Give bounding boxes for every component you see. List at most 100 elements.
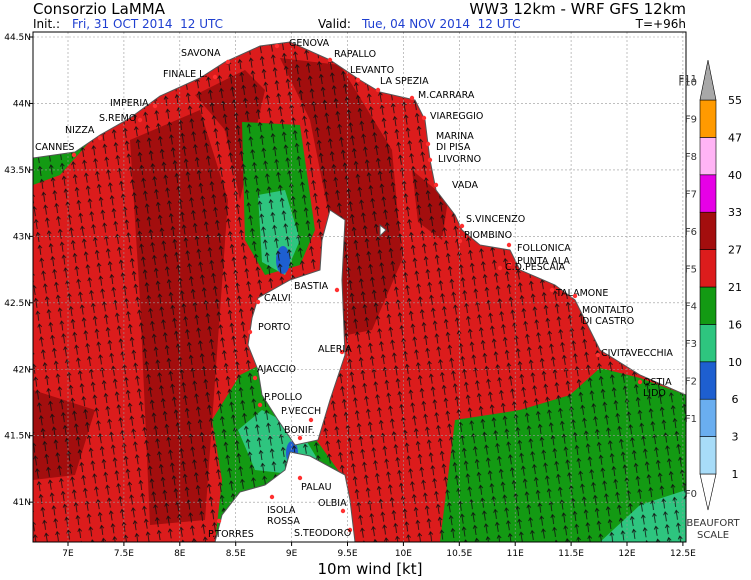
place-marker	[347, 527, 353, 533]
place-label: MARINA	[436, 131, 474, 142]
lon-tick-label: 10.5E	[446, 549, 472, 559]
place-label: ALERIA	[318, 344, 352, 355]
colorbar-level: 10	[728, 356, 742, 369]
title-left: Consorzio LaMMA	[33, 0, 166, 18]
lon-tick-label: 8E	[174, 549, 186, 559]
valid-value: Tue, 04 NOV 2014 12 UTC	[361, 17, 520, 31]
place-marker	[71, 152, 77, 158]
lon-tick-label: 9E	[286, 549, 298, 559]
place-marker	[459, 223, 465, 229]
scale-label: SCALE	[697, 530, 729, 541]
beaufort-label: F8	[685, 152, 697, 163]
place-label: RAPALLO	[334, 49, 376, 60]
colorbar-segment	[699, 324, 717, 363]
place-marker	[257, 402, 263, 408]
beaufort-label: F9	[685, 115, 697, 126]
colorbar-segment	[699, 174, 717, 213]
place-label: LIDO	[643, 388, 666, 399]
place-label: OLBIA	[318, 498, 347, 509]
footer-label: 10m wind [kt]	[318, 560, 423, 578]
lon-tick-label: 12E	[618, 549, 635, 559]
place-label: PORTO	[258, 322, 290, 333]
colorbar-segment	[699, 99, 717, 138]
beaufort-label: F5	[685, 264, 697, 275]
lon-tick-label: 10E	[395, 549, 412, 559]
place-marker	[255, 299, 261, 305]
beaufort-label: F10	[679, 77, 697, 88]
place-label: DI PISA	[436, 142, 471, 153]
beaufort-label: F1	[685, 414, 697, 425]
place-label: LA SPEZIA	[380, 76, 429, 87]
place-marker	[433, 182, 439, 188]
colorbar-level: 40	[728, 169, 742, 182]
lon-tick-label: 7.5E	[114, 549, 134, 559]
colorbar-segment	[699, 249, 717, 288]
place-label: VIAREGGIO	[430, 111, 483, 122]
place-marker	[274, 43, 280, 49]
place-marker	[247, 329, 253, 335]
lat-tick-label: 41N	[13, 498, 31, 508]
init-value: Fri, 31 OCT 2014 12 UTC	[72, 17, 223, 31]
place-label: S.VINCENZO	[466, 214, 525, 225]
place-label: NIZZA	[65, 125, 95, 136]
place-marker	[308, 417, 314, 423]
colorbar-level: 6	[732, 393, 739, 406]
place-marker	[212, 74, 218, 80]
colorbar-segment	[699, 137, 717, 176]
place-label: BONIF.	[284, 425, 315, 436]
lon-tick-label: 11E	[507, 549, 524, 559]
beaufort-label: F2	[685, 377, 697, 388]
place-marker	[252, 375, 258, 381]
map-frame	[32, 31, 687, 543]
axis-labels: 7E 7.5E 8E 8.5E 9E 9.5E 10E 10.5E 11E 11.5E 12E 12.…	[4, 33, 696, 559]
beaufort-label: F0	[685, 489, 697, 500]
beaufort-label: F7	[685, 190, 697, 201]
place-marker	[637, 379, 643, 385]
corsica	[247, 209, 346, 446]
place-marker	[297, 475, 303, 481]
place-label: PUNTA ALA	[517, 256, 570, 267]
lat-tick-label: 42N	[13, 365, 31, 375]
beaufort-label: F3	[685, 339, 697, 350]
place-marker	[421, 115, 427, 121]
colorbar-level: 21	[728, 281, 742, 294]
place-marker	[595, 352, 601, 358]
colorbar-segment	[699, 286, 717, 325]
colorbar-level: 47	[728, 131, 742, 144]
lon-tick-label: 8.5E	[226, 549, 246, 559]
place-label: TALAMONE	[555, 288, 608, 299]
place-marker	[497, 265, 503, 271]
place-label: P.POLLO	[264, 392, 302, 403]
place-label: M.CARRARA	[418, 90, 475, 101]
place-marker	[506, 242, 512, 248]
lat-tick-label: 44.5N	[4, 33, 31, 43]
beaufort-label: F6	[685, 227, 697, 238]
lead-time: T=+96h	[635, 17, 686, 31]
valid-label: Valid:	[318, 17, 351, 31]
colorbar-level: 55	[728, 94, 742, 107]
place-label: BASTIA	[294, 281, 329, 292]
place-label: P.TORRES	[208, 529, 254, 540]
place-marker	[375, 87, 381, 93]
place-label: SAVONA	[181, 48, 221, 59]
place-marker	[340, 508, 346, 514]
place-label: CANNES	[35, 142, 74, 153]
place-marker	[216, 518, 222, 524]
place-label: LIVORNO	[438, 154, 481, 165]
place-label: PIOMBINO	[464, 230, 512, 241]
lat-tick-label: 44N	[13, 99, 31, 109]
lat-tick-label: 43.5N	[4, 166, 31, 176]
colorbar-segment	[699, 398, 717, 437]
colorbar-segment	[699, 59, 717, 101]
sardinia	[214, 451, 356, 542]
place-marker	[427, 157, 433, 163]
place-label: IMPERIA	[110, 98, 149, 109]
place-label: S.TEODORO	[294, 528, 351, 539]
lon-tick-label: 11.5E	[558, 549, 584, 559]
colorbar-level: 33	[728, 206, 742, 219]
beaufort-label: F4	[685, 302, 697, 313]
place-marker	[297, 435, 303, 441]
place-label: PALAU	[301, 482, 332, 493]
place-marker	[334, 287, 340, 293]
